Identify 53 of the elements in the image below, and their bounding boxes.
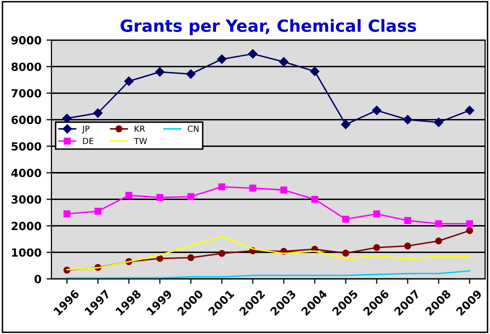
y-tick-label: 1000 xyxy=(12,248,42,257)
y-tick-label: 5000 xyxy=(12,142,42,151)
point xyxy=(62,114,72,123)
point xyxy=(372,106,382,116)
point xyxy=(342,250,350,257)
y-tick-label: 3000 xyxy=(12,195,42,204)
line-series xyxy=(66,270,470,279)
point xyxy=(279,57,288,66)
y-tick-label: 7000 xyxy=(12,89,42,98)
y-tick-label: 2000 xyxy=(12,222,42,230)
legend-label: TW xyxy=(134,138,148,144)
point xyxy=(217,54,226,64)
point xyxy=(404,242,412,250)
point xyxy=(464,106,474,116)
point xyxy=(435,237,442,244)
point xyxy=(186,69,196,79)
point xyxy=(311,196,318,203)
y-tick-label: 9000 xyxy=(11,36,42,44)
y-tick-label: 6000 xyxy=(11,116,42,124)
point xyxy=(93,108,103,118)
y-tick-label: 0 xyxy=(34,274,42,284)
point xyxy=(187,193,194,200)
chart-title: Grants per Year, Chemical Class xyxy=(120,19,416,36)
legend-label: CN xyxy=(188,126,199,132)
point xyxy=(63,210,70,218)
point xyxy=(373,244,380,252)
point xyxy=(124,76,134,86)
point xyxy=(218,183,226,190)
y-tick-label: 8000 xyxy=(11,62,42,71)
point xyxy=(280,186,288,194)
point xyxy=(434,118,444,127)
point xyxy=(341,120,350,130)
point xyxy=(156,194,164,201)
point xyxy=(94,208,102,215)
point xyxy=(466,220,474,228)
point xyxy=(310,66,320,76)
point xyxy=(249,184,256,192)
point xyxy=(373,210,380,218)
legend-label: JP xyxy=(82,126,90,134)
point xyxy=(342,216,350,223)
point xyxy=(155,67,164,77)
point xyxy=(187,254,194,262)
point xyxy=(248,49,258,58)
point xyxy=(403,115,412,124)
point xyxy=(156,254,164,262)
point xyxy=(218,250,226,257)
point xyxy=(466,227,474,234)
point xyxy=(435,220,442,228)
point xyxy=(404,217,412,224)
point xyxy=(125,192,132,199)
legend-label: KR xyxy=(134,126,145,132)
y-tick-label: 4000 xyxy=(11,168,42,178)
legend-label: DE xyxy=(83,138,94,144)
